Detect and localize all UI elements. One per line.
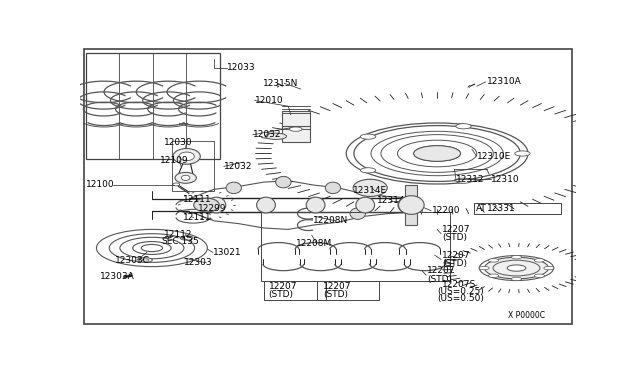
Text: 12111: 12111 <box>183 214 212 222</box>
Bar <box>474 203 561 214</box>
Ellipse shape <box>413 145 461 161</box>
Bar <box>282 110 310 128</box>
Text: 12312: 12312 <box>456 175 484 184</box>
Ellipse shape <box>356 197 374 213</box>
Text: (STD): (STD) <box>442 259 467 268</box>
Text: 12033: 12033 <box>227 63 255 72</box>
Text: 12314M: 12314M <box>376 196 413 205</box>
Ellipse shape <box>325 182 340 193</box>
Text: 12310: 12310 <box>491 175 519 184</box>
Text: 12208N: 12208N <box>313 216 348 225</box>
Ellipse shape <box>350 208 365 219</box>
Text: 12208M: 12208M <box>296 239 332 248</box>
Text: 12030: 12030 <box>164 138 193 147</box>
Text: 12032: 12032 <box>224 162 252 171</box>
Text: 12032: 12032 <box>253 130 281 140</box>
Ellipse shape <box>534 274 545 278</box>
Text: 12109: 12109 <box>161 156 189 165</box>
Ellipse shape <box>544 266 554 270</box>
Text: (STD): (STD) <box>428 275 452 284</box>
Ellipse shape <box>207 197 226 213</box>
Text: (STD): (STD) <box>323 290 348 299</box>
Text: (STD): (STD) <box>442 234 467 243</box>
Bar <box>261 212 449 281</box>
Text: 12303: 12303 <box>184 259 212 267</box>
Ellipse shape <box>488 259 499 262</box>
Text: 12310A: 12310A <box>486 77 522 86</box>
Text: 12310E: 12310E <box>477 152 511 161</box>
Text: 12111: 12111 <box>183 195 212 204</box>
Text: 12207: 12207 <box>442 251 470 260</box>
Ellipse shape <box>398 197 417 213</box>
Text: SEC.135: SEC.135 <box>162 237 200 246</box>
Text: 12207: 12207 <box>269 282 297 291</box>
Ellipse shape <box>399 196 424 214</box>
Text: (US=0.25): (US=0.25) <box>437 287 484 296</box>
Ellipse shape <box>456 178 471 183</box>
Ellipse shape <box>173 183 180 186</box>
Text: 12315N: 12315N <box>262 79 298 88</box>
Bar <box>86 53 220 159</box>
Bar <box>172 141 214 191</box>
Ellipse shape <box>226 182 241 193</box>
Ellipse shape <box>175 172 196 183</box>
Ellipse shape <box>179 152 195 161</box>
Ellipse shape <box>511 277 522 280</box>
Ellipse shape <box>534 259 545 262</box>
Text: 12207: 12207 <box>323 282 351 291</box>
Ellipse shape <box>511 256 522 259</box>
Text: 12207S: 12207S <box>442 280 476 289</box>
Ellipse shape <box>456 124 471 129</box>
Text: X P0000C: X P0000C <box>508 311 545 320</box>
Text: 12207: 12207 <box>428 266 456 275</box>
Text: AT: AT <box>476 204 486 213</box>
Ellipse shape <box>360 168 376 173</box>
Ellipse shape <box>257 197 275 213</box>
Ellipse shape <box>142 259 149 261</box>
Ellipse shape <box>276 176 291 188</box>
Text: 12303C: 12303C <box>115 256 150 264</box>
Text: 12200: 12200 <box>432 206 461 215</box>
Ellipse shape <box>180 236 193 240</box>
Ellipse shape <box>289 127 302 131</box>
Ellipse shape <box>515 151 530 156</box>
Bar <box>405 185 417 225</box>
Ellipse shape <box>181 175 190 180</box>
Ellipse shape <box>265 133 287 140</box>
Ellipse shape <box>484 257 548 279</box>
Text: 12100: 12100 <box>86 180 115 189</box>
Text: (STD): (STD) <box>269 290 294 299</box>
Bar <box>317 280 379 300</box>
Ellipse shape <box>173 148 200 164</box>
Text: 12207: 12207 <box>442 225 470 234</box>
Text: 13021: 13021 <box>213 248 241 257</box>
Text: 12303A: 12303A <box>100 272 134 281</box>
Text: 12331: 12331 <box>486 204 515 213</box>
Text: (US=0.50): (US=0.50) <box>437 294 484 303</box>
Ellipse shape <box>479 266 489 270</box>
Ellipse shape <box>507 265 526 271</box>
Ellipse shape <box>353 179 387 196</box>
Text: 12112: 12112 <box>164 230 193 239</box>
Ellipse shape <box>306 197 325 213</box>
Bar <box>282 126 310 142</box>
Text: 12299: 12299 <box>198 204 227 213</box>
Ellipse shape <box>360 134 376 139</box>
Ellipse shape <box>488 274 499 278</box>
Text: 12010: 12010 <box>255 96 284 105</box>
Ellipse shape <box>139 258 152 262</box>
Text: 12314E: 12314E <box>353 186 387 195</box>
Ellipse shape <box>194 198 220 212</box>
Bar <box>264 280 326 300</box>
